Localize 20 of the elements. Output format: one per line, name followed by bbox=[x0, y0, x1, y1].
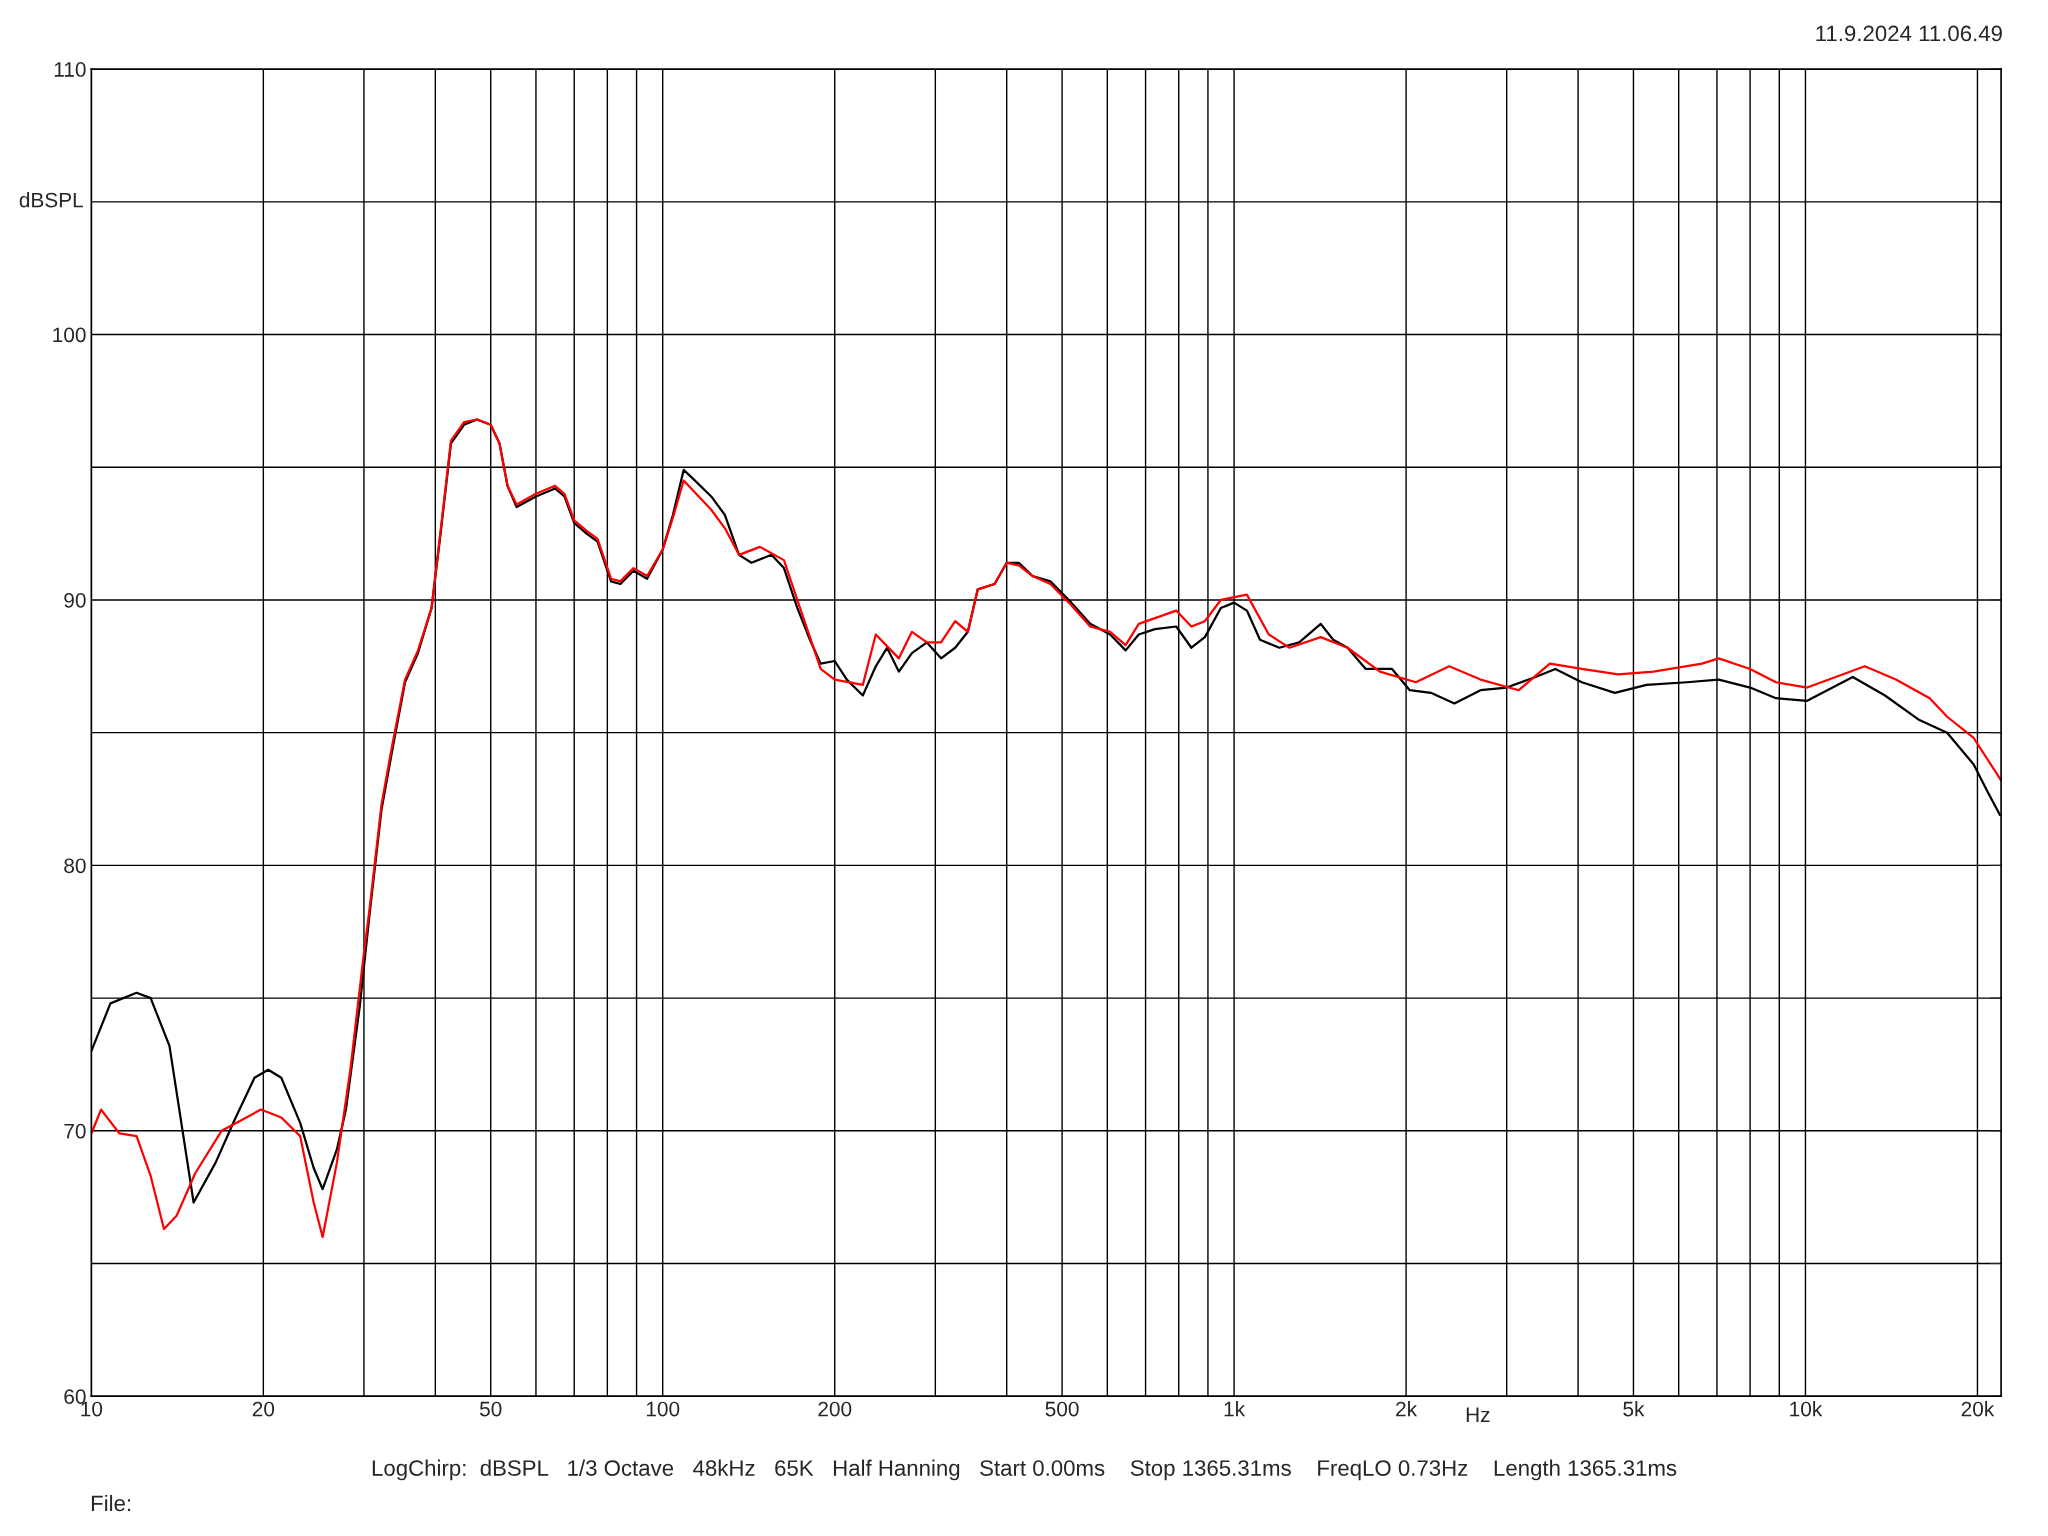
y-tick-label: 70 bbox=[64, 1123, 86, 1139]
y-tick-label: 100 bbox=[53, 327, 86, 343]
x-tick-label: 20 bbox=[252, 1401, 275, 1417]
text: LogChirp: dBSPL 1/3 Octave 48kHz 65K Half Hanning Start 0.00ms Stop 1365.31ms FreqLO 0.73Hz Length 1365.31ms bbox=[372, 1459, 1677, 1481]
text: 11.9.2024 11.06.49 bbox=[1816, 25, 2002, 42]
y-tick-label: 110 bbox=[54, 62, 86, 77]
text: File: bbox=[91, 1494, 131, 1512]
x-tick-label: 10k bbox=[1790, 1401, 1823, 1417]
x-tick-label: 1k bbox=[1224, 1401, 1246, 1417]
y-axis-title: dBSPL bbox=[19, 192, 84, 208]
x-tick-label: 500 bbox=[1045, 1401, 1079, 1417]
y-tick-label: 90 bbox=[64, 592, 86, 608]
x-tick-label: 20k bbox=[1961, 1401, 1995, 1417]
x-tick-label: 50 bbox=[479, 1401, 502, 1417]
x-tick-label: 200 bbox=[818, 1401, 852, 1417]
x-axis-title: Hz bbox=[1466, 1407, 1490, 1422]
x-tick-label: 2k bbox=[1396, 1401, 1418, 1417]
y-tick-label: 80 bbox=[64, 858, 86, 874]
x-tick-label: 100 bbox=[646, 1401, 680, 1417]
x-tick-label: 5k bbox=[1623, 1401, 1645, 1417]
